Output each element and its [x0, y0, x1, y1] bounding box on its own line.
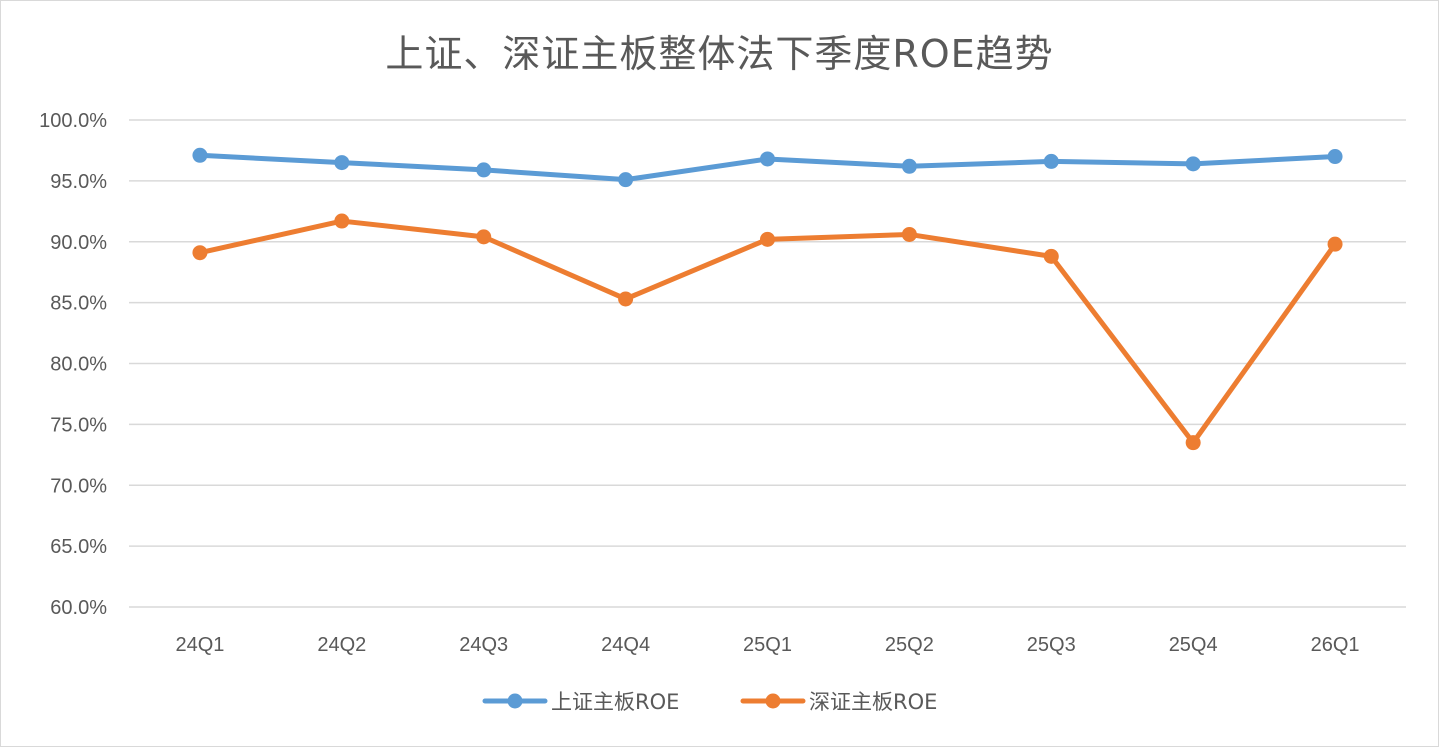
data-point [1043, 248, 1059, 264]
y-tick-label: 100.0% [39, 110, 107, 132]
y-tick-label: 85.0% [50, 293, 107, 315]
data-point [1327, 236, 1343, 252]
legend-label-1: 上证主板ROE [551, 690, 679, 714]
x-tick-label: 25Q3 [1027, 634, 1076, 656]
data-point [760, 231, 775, 247]
x-tick-label: 25Q1 [743, 634, 792, 656]
x-tick-label: 24Q3 [459, 634, 508, 656]
data-point [760, 151, 775, 167]
y-tick-label: 70.0% [50, 475, 107, 497]
y-axis-ticks: 60.0% 65.0% 70.0% 75.0% 80.0% 85.0% 90.0% 95.0%… [39, 110, 107, 619]
y-tick-label: 60.0% [50, 597, 107, 619]
data-point [901, 158, 917, 174]
x-tick-label: 24Q1 [175, 634, 224, 656]
data-point [334, 155, 350, 171]
data-point [476, 162, 492, 178]
series-line-2 [197, 218, 1338, 446]
data-point [192, 147, 208, 163]
data-point [618, 172, 634, 188]
x-tick-label: 25Q2 [885, 634, 934, 656]
data-point [334, 213, 350, 229]
y-tick-label: 80.0% [50, 354, 107, 376]
chart-title: 上证、深证主板整体法下季度ROE趋势 [385, 32, 1054, 76]
x-tick-label: 26Q1 [1311, 634, 1360, 656]
data-point [1043, 153, 1059, 169]
legend-marker-2 [765, 693, 781, 709]
gridlines [129, 119, 1406, 608]
legend-marker-1 [507, 693, 523, 709]
data-point [901, 226, 917, 242]
y-tick-label: 65.0% [50, 536, 107, 558]
y-tick-label: 95.0% [50, 171, 107, 193]
x-tick-label: 24Q2 [317, 634, 366, 656]
data-point [1185, 156, 1201, 172]
data-point [192, 245, 208, 261]
x-axis-ticks: 24Q1 24Q2 24Q3 24Q4 25Q1 25Q2 25Q3 25Q4 26Q1 [175, 634, 1359, 656]
y-tick-label: 90.0% [50, 232, 107, 254]
y-tick-label: 75.0% [50, 414, 107, 436]
legend-label-2: 深证主板ROE [809, 690, 937, 714]
x-tick-label: 24Q4 [601, 634, 650, 656]
data-point [476, 229, 492, 245]
x-tick-label: 25Q4 [1169, 634, 1218, 656]
series-group [192, 147, 1343, 451]
data-point [1327, 149, 1343, 165]
data-point [618, 291, 634, 307]
legend: 上证主板ROE 深证主板ROE [482, 690, 937, 714]
data-point [1185, 435, 1201, 451]
